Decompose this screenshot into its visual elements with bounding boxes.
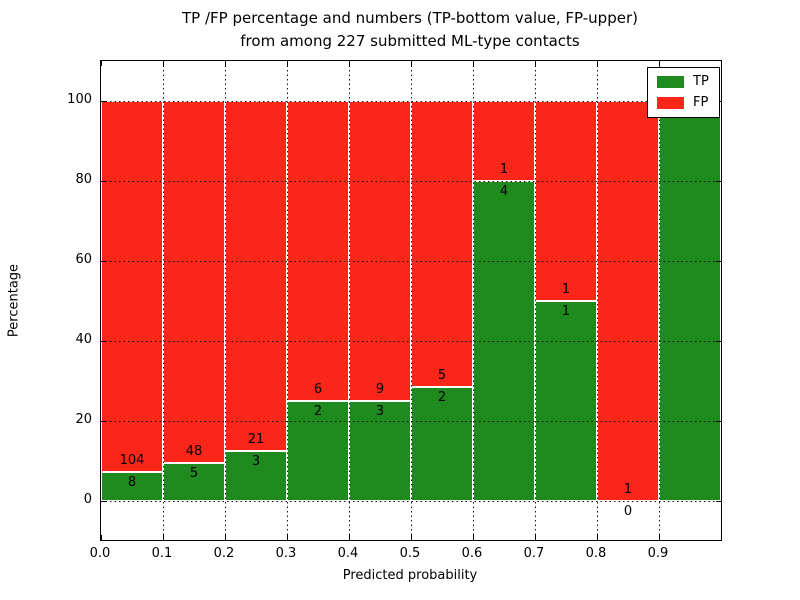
x-tick-label: 0.2 <box>213 546 235 561</box>
legend: TP FP <box>647 67 720 118</box>
y-tick-label: 60 <box>75 252 92 267</box>
x-tick-label: 0.7 <box>523 546 545 561</box>
legend-label-fp: FP <box>693 95 709 110</box>
bar-segment-fp <box>349 101 411 401</box>
y-tick-mark <box>716 181 721 182</box>
y-tick-mark <box>716 421 721 422</box>
x-tick-label: 0.5 <box>399 546 421 561</box>
bar-segment-fp <box>411 101 473 387</box>
y-axis-label: Percentage <box>6 263 22 338</box>
y-tick-mark <box>101 101 106 102</box>
chart-title: TP /FP percentage and numbers (TP-bottom… <box>60 7 760 53</box>
y-tick-mark <box>101 421 106 422</box>
x-tick-mark <box>411 61 412 66</box>
bar-segment-tp <box>225 451 287 501</box>
bar-segment-fp <box>597 101 659 501</box>
bar-segment-tp <box>287 401 349 501</box>
x-tick-mark <box>535 61 536 66</box>
chart-title-line1: TP /FP percentage and numbers (TP-bottom… <box>182 9 638 27</box>
x-tick-mark <box>535 535 536 540</box>
y-tick-label: 40 <box>75 332 92 347</box>
bar-label-tp: 0 <box>623 504 633 519</box>
bar-segment-fp <box>163 101 225 464</box>
legend-swatch-tp <box>657 76 684 88</box>
bar-segment-tp <box>163 463 225 501</box>
x-tick-mark <box>597 535 598 540</box>
x-tick-mark <box>101 61 102 66</box>
x-tick-mark <box>163 535 164 540</box>
bar-segment-tp <box>411 386 473 501</box>
y-tick-label: 100 <box>67 92 92 107</box>
x-tick-mark <box>287 61 288 66</box>
x-tick-mark <box>101 535 102 540</box>
x-tick-label: 0.9 <box>647 546 669 561</box>
y-tick-mark <box>101 341 106 342</box>
gridline-horizontal <box>101 501 721 502</box>
x-tick-mark <box>473 535 474 540</box>
x-tick-mark <box>225 61 226 66</box>
x-tick-mark <box>287 535 288 540</box>
bar-segment-tp <box>535 301 597 501</box>
x-tick-mark <box>349 535 350 540</box>
y-tick-label: 20 <box>75 412 92 427</box>
bar-segment-tp <box>659 101 721 501</box>
legend-swatch-fp <box>657 97 684 109</box>
x-axis-label: Predicted probability <box>342 568 478 583</box>
x-tick-mark <box>163 61 164 66</box>
y-tick-mark <box>101 261 106 262</box>
bar-segment-fp <box>101 101 163 473</box>
bar-segment-fp <box>287 101 349 401</box>
x-tick-label: 0.0 <box>89 546 111 561</box>
x-tick-mark <box>659 535 660 540</box>
x-tick-label: 0.6 <box>461 546 483 561</box>
chart-title-line2: from among 227 submitted ML-type contact… <box>240 32 580 50</box>
y-tick-mark <box>716 501 721 502</box>
x-tick-label: 0.3 <box>275 546 297 561</box>
y-tick-label: 0 <box>83 492 92 507</box>
x-tick-mark <box>597 61 598 66</box>
x-tick-mark <box>659 61 660 66</box>
bar-segment-tp <box>349 401 411 501</box>
legend-label-tp: TP <box>693 74 709 89</box>
y-tick-mark <box>716 341 721 342</box>
x-tick-mark <box>225 535 226 540</box>
x-tick-mark <box>473 61 474 66</box>
x-tick-label: 0.4 <box>337 546 359 561</box>
x-tick-label: 0.1 <box>151 546 173 561</box>
x-tick-mark <box>411 535 412 540</box>
plot-area: TP FP 10484852136293521411103 <box>100 60 722 541</box>
bar-segment-tp <box>473 181 535 501</box>
legend-row-fp: FP <box>657 96 709 110</box>
x-tick-label: 0.8 <box>585 546 607 561</box>
y-tick-mark <box>716 261 721 262</box>
bar-segment-tp <box>101 472 163 501</box>
legend-row-tp: TP <box>657 75 709 89</box>
bar-segment-fp <box>225 101 287 451</box>
y-tick-label: 80 <box>75 172 92 187</box>
y-tick-mark <box>101 181 106 182</box>
y-tick-mark <box>101 501 106 502</box>
bar-segment-fp <box>535 101 597 301</box>
x-tick-mark <box>349 61 350 66</box>
bar-segment-fp <box>473 101 535 181</box>
